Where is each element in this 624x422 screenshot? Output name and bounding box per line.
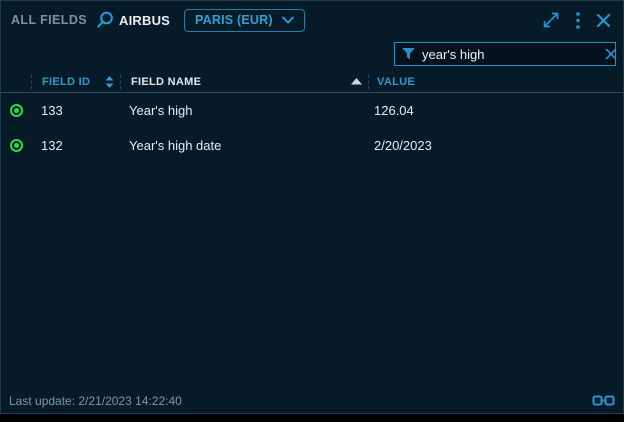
field-id-cell: 132 bbox=[41, 138, 63, 153]
status-bar: Last update: 2/21/2023 14:22:40 bbox=[1, 393, 623, 413]
row-status-cell bbox=[1, 104, 31, 117]
filter-icon bbox=[402, 48, 415, 60]
kebab-menu-icon[interactable] bbox=[576, 11, 580, 29]
row-status-cell bbox=[1, 139, 31, 152]
field-name-cell: Year's high bbox=[129, 103, 193, 118]
value-cell: 2/20/2023 bbox=[374, 138, 432, 153]
window-title: ALL FIELDS bbox=[11, 13, 87, 27]
exchange-dropdown[interactable]: PARIS (EUR) bbox=[184, 8, 305, 32]
chevron-down-icon bbox=[281, 16, 294, 24]
filter-input[interactable] bbox=[422, 46, 598, 62]
link-icon[interactable] bbox=[592, 393, 615, 408]
column-header-field-id[interactable]: FIELD ID bbox=[32, 71, 120, 92]
expand-icon[interactable] bbox=[542, 11, 560, 29]
column-header-status bbox=[1, 71, 31, 92]
table-body: 133 Year's high 126.04 132 Year's high d… bbox=[1, 93, 623, 393]
table-header: FIELD ID FIELD NAME VALUE bbox=[1, 71, 623, 93]
value-cell: 126.04 bbox=[374, 103, 414, 118]
column-separator bbox=[31, 74, 32, 89]
table-row[interactable]: 132 Year's high date 2/20/2023 bbox=[1, 128, 623, 163]
sort-ascending-icon bbox=[351, 78, 362, 85]
last-update-label: Last update: 2/21/2023 14:22:40 bbox=[9, 393, 182, 408]
field-name-cell: Year's high date bbox=[129, 138, 222, 153]
exchange-dropdown-label: PARIS (EUR) bbox=[195, 12, 273, 27]
field-id-cell: 133 bbox=[41, 103, 63, 118]
column-label: FIELD ID bbox=[42, 75, 91, 88]
filter-row bbox=[1, 39, 623, 67]
window-controls bbox=[542, 11, 611, 29]
search-icon[interactable] bbox=[95, 10, 115, 30]
streaming-status-icon bbox=[9, 104, 23, 117]
column-label: VALUE bbox=[377, 75, 415, 88]
title-bar: ALL FIELDS AIRBUS PARIS (EUR) bbox=[1, 1, 623, 39]
sort-both-icon bbox=[105, 75, 114, 88]
column-label: FIELD NAME bbox=[131, 75, 202, 88]
column-separator bbox=[120, 74, 121, 89]
close-icon[interactable] bbox=[596, 13, 611, 28]
streaming-status-icon bbox=[9, 139, 23, 152]
column-separator bbox=[368, 74, 369, 89]
security-name[interactable]: AIRBUS bbox=[119, 12, 171, 28]
column-header-field-name[interactable]: FIELD NAME bbox=[121, 71, 368, 92]
filter-box bbox=[394, 42, 617, 66]
clear-filter-icon[interactable] bbox=[605, 48, 617, 60]
column-header-value[interactable]: VALUE bbox=[369, 71, 623, 92]
table-row[interactable]: 133 Year's high 126.04 bbox=[1, 93, 623, 128]
